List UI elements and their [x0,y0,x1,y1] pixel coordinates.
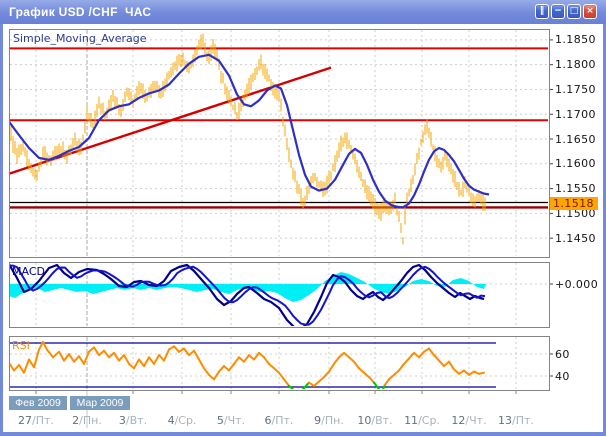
date-day: 27 [18,414,33,427]
rsi-axis-label: 40 [555,369,570,383]
pause-icon: ‖ [539,6,545,16]
minimize-icon: − [554,6,562,16]
current-price-tag: 1.1518 [550,197,598,210]
date-weekday: /Пт. [512,414,534,427]
rsi-panel[interactable] [9,336,550,391]
date-weekday: /Пн. [79,414,102,427]
date-day: 6 [264,414,272,427]
date-weekday: /Чт. [465,414,487,427]
date-day: 10 [357,414,372,427]
close-button[interactable]: × [583,4,597,19]
date-weekday: /Ср. [174,414,197,427]
date-day: 12 [451,414,466,427]
pause-button[interactable]: ‖ [535,4,549,19]
price-axis-label: 1.1750 [555,82,596,96]
price-axis-label: 1.1800 [555,58,596,72]
date-label: 9/Пн. [305,414,353,427]
macd-panel[interactable] [9,262,550,328]
minimize-button[interactable]: − [551,4,565,19]
date-label: 10/Вт. [351,414,399,427]
price-panel[interactable] [9,29,550,258]
month-badge: Фев 2009 [9,396,67,410]
date-day: 3 [118,414,126,427]
price-axis-label: 1.1500 [555,206,596,220]
price-axis-label: 1.1600 [555,157,596,171]
macd-indicator-label: MACD [12,265,45,278]
date-weekday: /Вт. [125,414,148,427]
date-weekday: /Ср. [418,414,440,427]
date-label: 5/Чт. [207,414,255,427]
date-weekday: /Чт. [223,414,246,427]
date-weekday: /Вт. [371,414,393,427]
close-icon: × [586,6,594,16]
date-label: 11/Ср. [398,414,446,427]
sma-indicator-label: Simple_Moving_Average [13,32,147,45]
price-axis-label: 1.1850 [555,33,596,47]
date-day: 4 [167,414,175,427]
window-title: График USD /CHF ЧАС [9,5,152,19]
date-label: 13/Пт. [492,414,540,427]
price-axis-label: 1.1650 [555,132,596,146]
title-bar[interactable]: График USD /CHF ЧАС ‖ − □ × [0,0,606,24]
rsi-axis-label: 60 [555,347,570,361]
restore-icon: □ [569,6,579,16]
date-weekday: /Пт. [32,414,54,427]
rsi-indicator-label: RSI [12,339,30,352]
price-axis-label: 1.1550 [555,182,596,196]
macd-zero-label: +0.000 [555,278,599,291]
date-day: 11 [404,414,419,427]
date-label: 4/Ср. [158,414,206,427]
month-badge: Мар 2009 [70,396,130,410]
date-day: 13 [498,414,513,427]
date-label: 27/Пт. [12,414,60,427]
restore-button[interactable]: □ [567,4,581,19]
price-axis-label: 1.1700 [555,107,596,121]
date-day: 2 [72,414,80,427]
date-label: 6/Пт. [255,414,303,427]
date-label: 3/Вт. [109,414,157,427]
date-day: 5 [216,414,224,427]
date-label: 2/Пн. [63,414,111,427]
date-label: 12/Чт. [445,414,493,427]
chart-client-area: Simple_Moving_Average MACD RSI 1.1850 1.1… [3,24,603,432]
date-weekday: /Пт. [271,414,294,427]
date-day: 9 [314,414,322,427]
price-axis-label: 1.1450 [555,231,596,245]
chart-canvas [8,30,553,428]
date-weekday: /Пн. [321,414,344,427]
